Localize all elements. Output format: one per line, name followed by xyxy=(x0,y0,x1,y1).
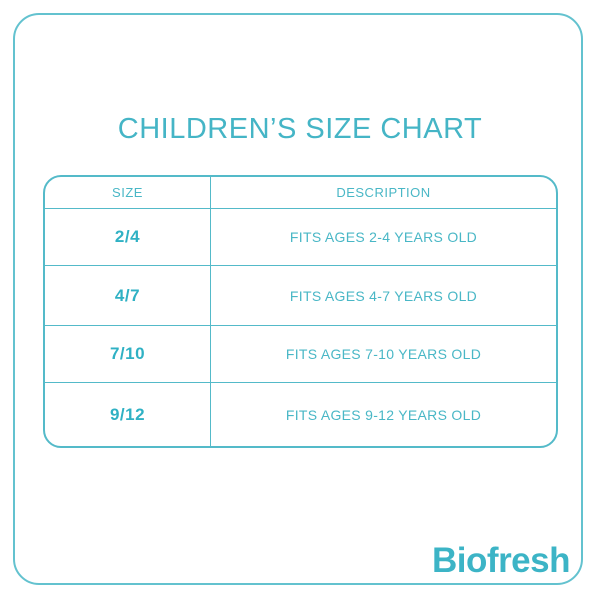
column-header-description: DESCRIPTION xyxy=(210,177,556,208)
biofresh-logo: Biofresh xyxy=(432,541,570,580)
table-row-size: 2/4 xyxy=(45,208,210,265)
table-row-description: FITS AGES 4-7 YEARS OLD xyxy=(210,265,556,325)
table-row-description: FITS AGES 7-10 YEARS OLD xyxy=(210,325,556,382)
page-title: CHILDREN’S SIZE CHART xyxy=(117,113,483,145)
card-border xyxy=(13,13,583,585)
table-row-size: 9/12 xyxy=(45,382,210,446)
table-row-description: FITS AGES 9-12 YEARS OLD xyxy=(210,382,556,446)
size-chart-table: SIZE DESCRIPTION 2/4 FITS AGES 2-4 YEARS… xyxy=(43,175,558,448)
table-row-size: 7/10 xyxy=(45,325,210,382)
table-row-size: 4/7 xyxy=(45,265,210,325)
column-header-size: SIZE xyxy=(112,185,143,200)
table-row-description: FITS AGES 2-4 YEARS OLD xyxy=(210,208,556,265)
